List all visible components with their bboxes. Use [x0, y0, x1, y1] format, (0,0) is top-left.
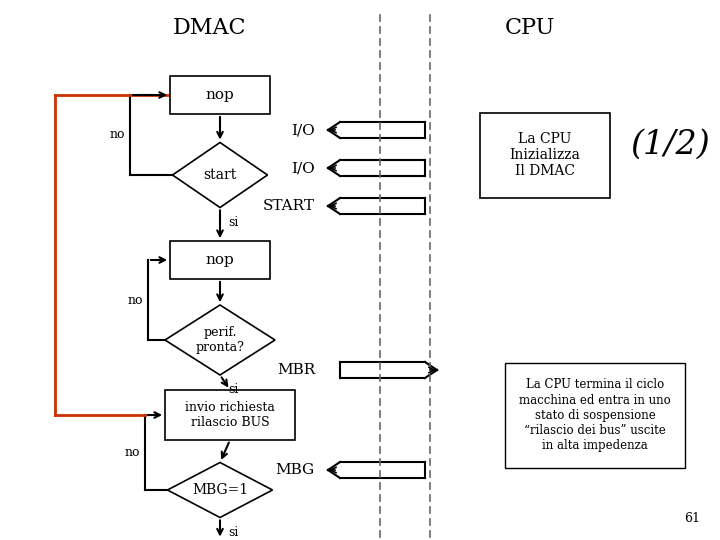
- Text: nop: nop: [206, 88, 235, 102]
- Text: si: si: [228, 383, 238, 396]
- FancyBboxPatch shape: [480, 112, 610, 198]
- Text: (1/2): (1/2): [630, 129, 710, 161]
- Text: 61: 61: [684, 512, 700, 525]
- Polygon shape: [168, 462, 272, 517]
- Text: perif.
pronta?: perif. pronta?: [196, 326, 244, 354]
- Text: DMAC: DMAC: [174, 17, 247, 39]
- Text: si: si: [228, 525, 238, 538]
- Text: no: no: [125, 446, 140, 459]
- Text: I/O: I/O: [292, 123, 315, 137]
- Polygon shape: [173, 143, 268, 207]
- Text: nop: nop: [206, 253, 235, 267]
- FancyBboxPatch shape: [165, 390, 295, 440]
- Text: MBR: MBR: [276, 363, 315, 377]
- FancyBboxPatch shape: [170, 241, 270, 279]
- Text: start: start: [203, 168, 237, 182]
- Text: START: START: [263, 199, 315, 213]
- Text: MBG=1: MBG=1: [192, 483, 248, 497]
- Text: I/O: I/O: [292, 161, 315, 175]
- Text: MBG: MBG: [276, 463, 315, 477]
- Text: invio richiesta
rilascio BUS: invio richiesta rilascio BUS: [185, 401, 275, 429]
- Polygon shape: [165, 305, 275, 375]
- Text: CPU: CPU: [505, 17, 555, 39]
- Text: si: si: [228, 215, 238, 228]
- Text: La CPU termina il ciclo
macchina ed entra in uno
stato di sospensione
“rilascio : La CPU termina il ciclo macchina ed entr…: [519, 379, 671, 451]
- FancyBboxPatch shape: [170, 76, 270, 114]
- Text: no: no: [127, 294, 143, 307]
- Text: no: no: [109, 129, 125, 141]
- FancyBboxPatch shape: [505, 362, 685, 468]
- Text: La CPU
Inizializza
Il DMAC: La CPU Inizializza Il DMAC: [510, 132, 580, 178]
